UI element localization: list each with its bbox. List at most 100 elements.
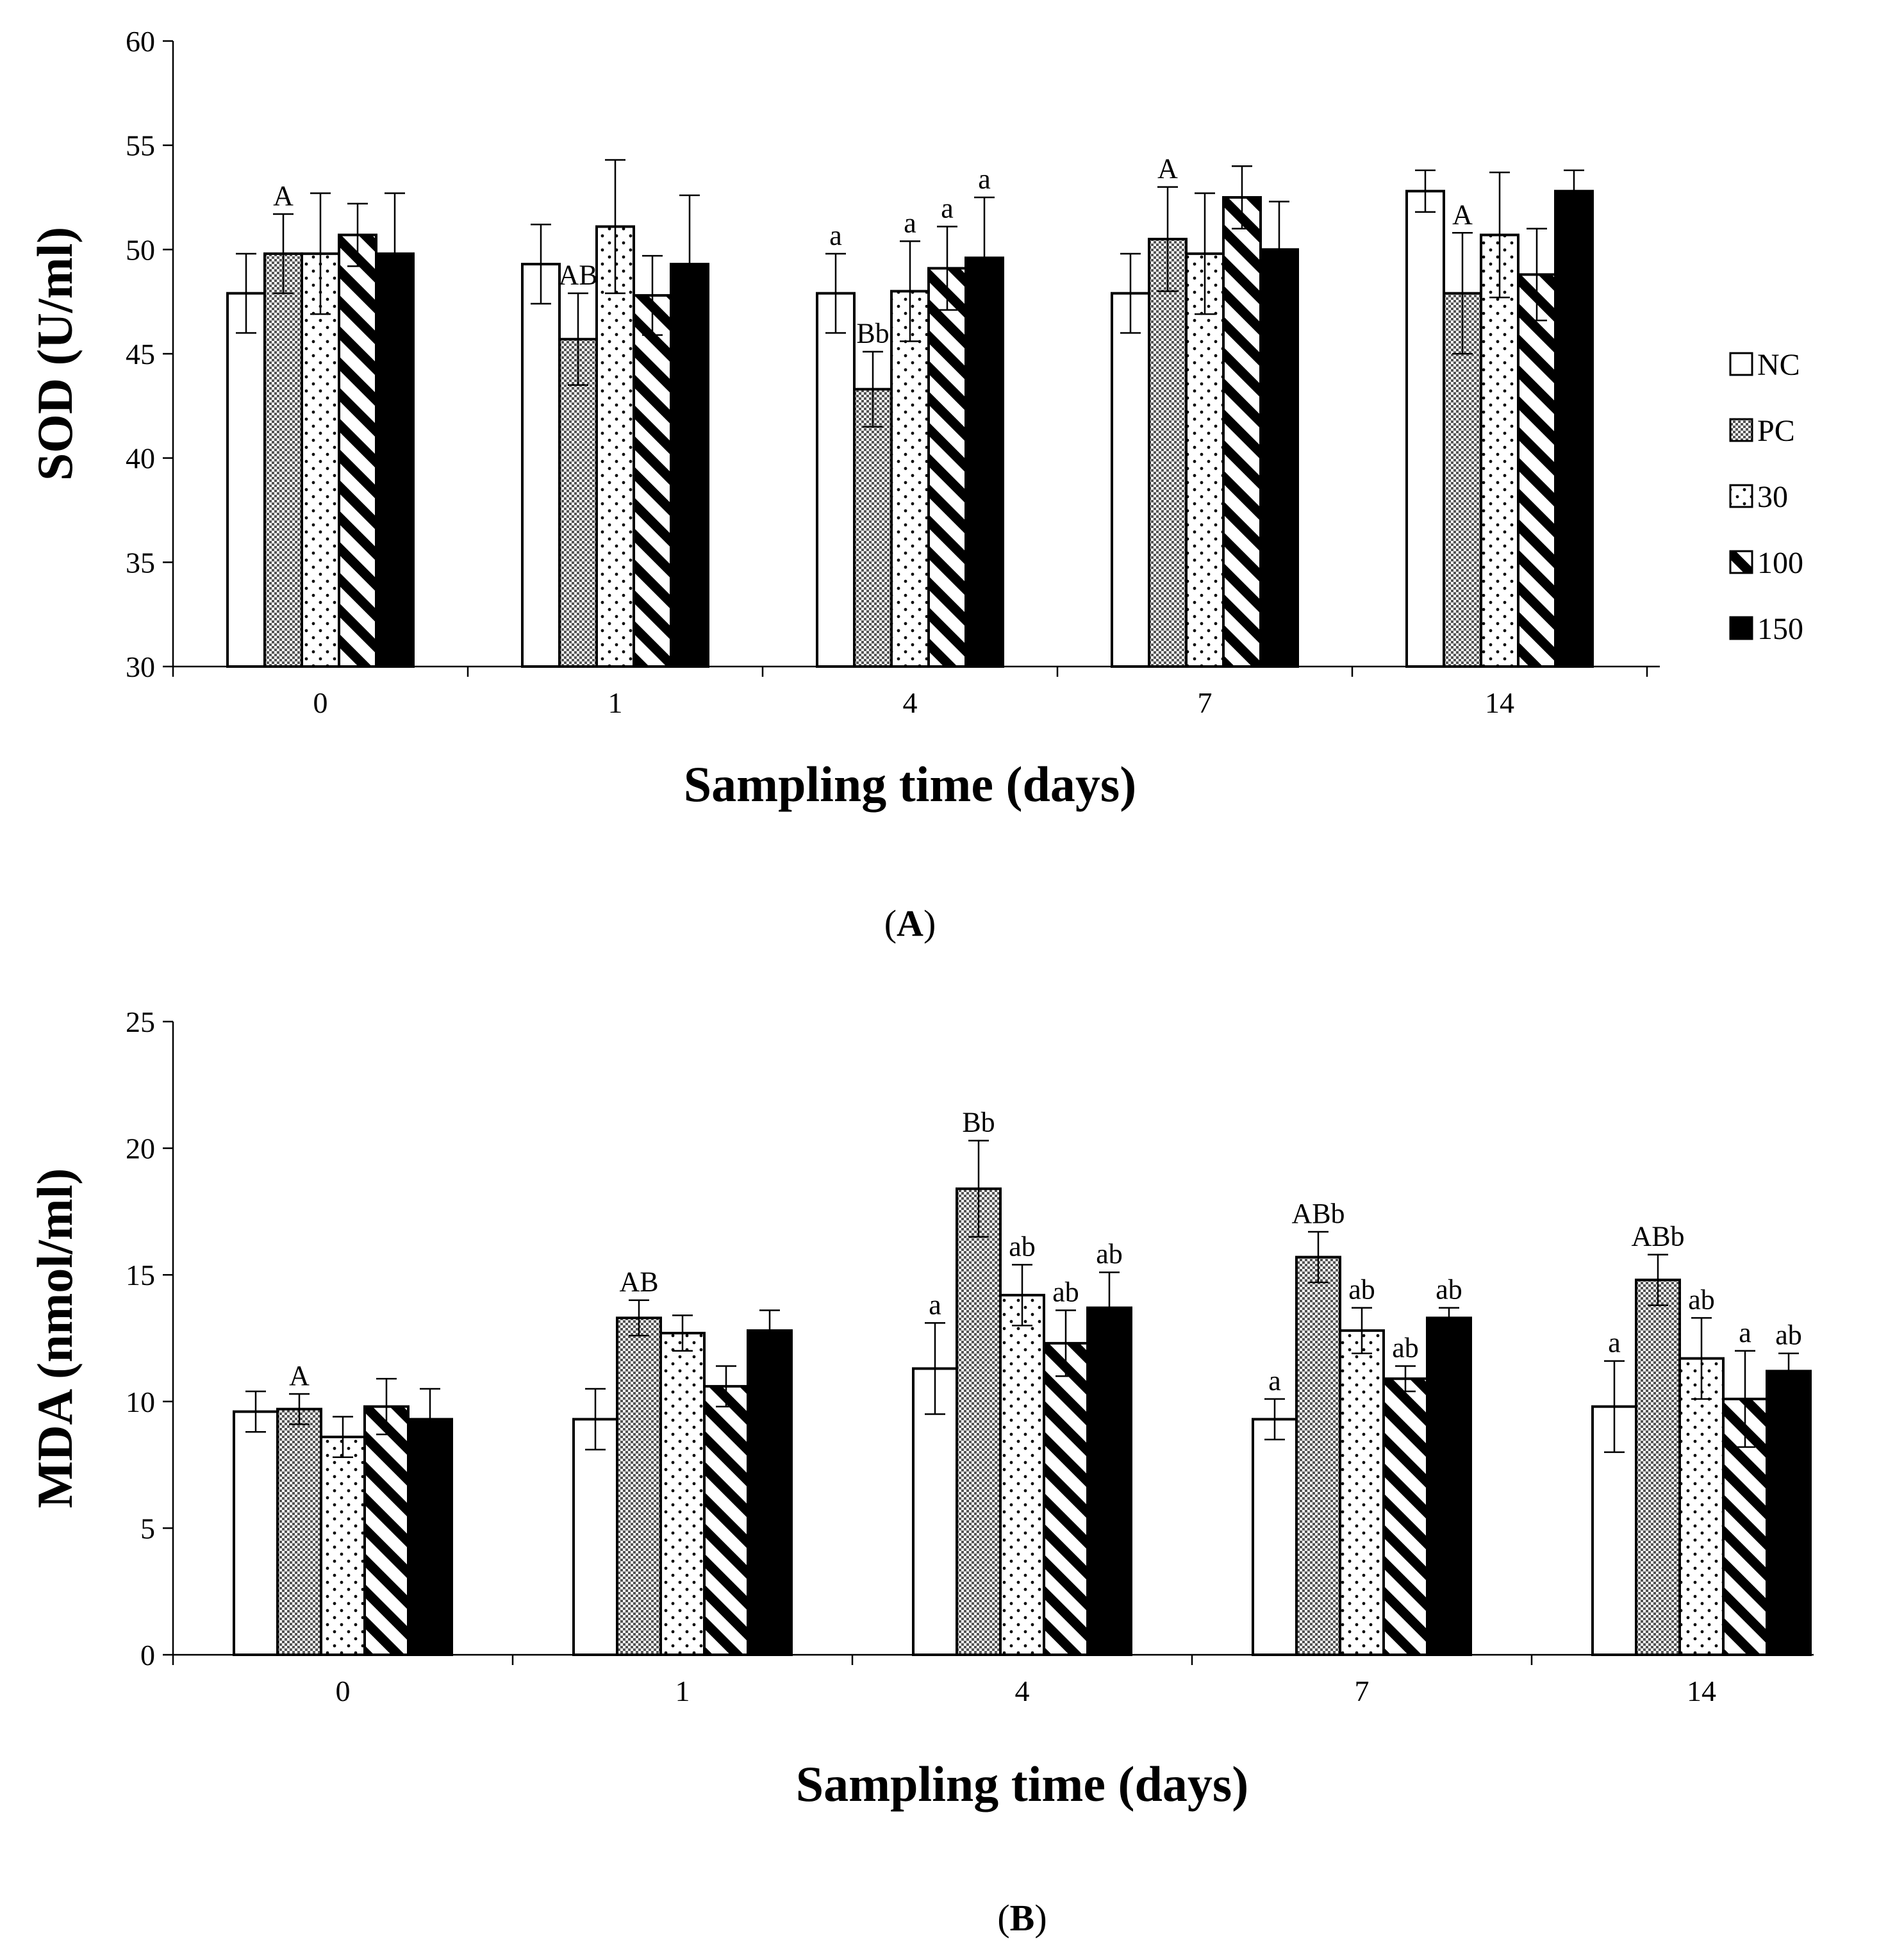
sod-y-tick-label: 30 xyxy=(126,651,155,683)
mda-y-tick-label: 25 xyxy=(126,1006,155,1038)
mda-bar-100-day-1 xyxy=(703,1385,749,1656)
mda-significance-label: ab xyxy=(1052,1277,1079,1308)
mda-significance-label: ABb xyxy=(1291,1198,1345,1229)
legend-swatch-150 xyxy=(1729,616,1753,640)
mda-error-bar xyxy=(1395,1365,1416,1393)
sod-x-tick-label: 0 xyxy=(313,686,328,719)
mda-significance-label: a xyxy=(1608,1327,1621,1359)
mda-error-bar xyxy=(1648,1254,1668,1306)
sod-error-bar xyxy=(825,253,846,334)
mda-error-bar xyxy=(1099,1271,1120,1345)
sod-bar-pc-day-4 xyxy=(853,388,893,668)
mda-bar-150-day-7 xyxy=(1426,1316,1472,1657)
legend-label-30: 30 xyxy=(1757,480,1788,514)
mda-significance-label: ab xyxy=(1348,1274,1375,1305)
sod-bar-100-day-1 xyxy=(633,294,672,668)
mda-error-bar xyxy=(585,1388,606,1451)
mda-y-axis-title: MDA (nmol/ml) xyxy=(27,1168,83,1509)
sod-error-bar xyxy=(1489,171,1510,299)
mda-significance-label: AB xyxy=(619,1266,658,1298)
mda-x-axis-title: Sampling time (days) xyxy=(796,1756,1248,1812)
sod-bar-pc-day-7 xyxy=(1148,238,1188,668)
sod-significance-label: a xyxy=(978,163,991,195)
mda-bar-150-day-4 xyxy=(1086,1306,1132,1657)
sod-error-bar xyxy=(347,203,368,267)
mda-significance-label: a xyxy=(1739,1317,1751,1348)
mda-significance-label: ab xyxy=(1009,1231,1036,1262)
sod-error-bar xyxy=(679,194,700,334)
sod-error-bar xyxy=(273,213,294,294)
sod-bar-pc-day-1 xyxy=(558,338,598,668)
mda-error-bar xyxy=(925,1322,945,1415)
mda-bar-pc-day-7 xyxy=(1295,1256,1341,1656)
mda-error-bar xyxy=(1352,1307,1372,1354)
sod-y-tick-label: 40 xyxy=(126,442,155,475)
sod-error-bar xyxy=(1157,186,1178,292)
mda-significance-label: A xyxy=(289,1360,310,1391)
sod-x-tick-label: 1 xyxy=(608,686,623,719)
legend-swatch-pc xyxy=(1729,418,1753,442)
sod-x-axis-title: Sampling time (days) xyxy=(684,756,1136,812)
sod-bar-nc-day-14 xyxy=(1405,190,1445,668)
mda-error-bar xyxy=(1055,1309,1076,1377)
sod-x-tick-label: 7 xyxy=(1198,686,1213,719)
mda-bar-150-day-1 xyxy=(747,1329,793,1657)
sod-error-bar xyxy=(974,196,995,319)
sod-bar-100-day-0 xyxy=(338,233,377,668)
sod-bar-150-day-14 xyxy=(1554,190,1594,668)
mda-error-bar xyxy=(759,1309,780,1352)
mda-significance-label: ab xyxy=(1436,1274,1462,1305)
mda-y-tick-label: 5 xyxy=(140,1512,155,1545)
sod-significance-label: A xyxy=(1452,199,1473,230)
sod-error-bar xyxy=(1195,192,1215,315)
sod-y-tick-label: 35 xyxy=(126,546,155,579)
legend-swatch-nc xyxy=(1729,352,1753,376)
legend-swatch-30 xyxy=(1729,484,1753,508)
mda-bar-pc-day-14 xyxy=(1635,1279,1681,1656)
sod-error-bar xyxy=(863,351,883,428)
sod-x-tick-label: 14 xyxy=(1485,686,1514,719)
mda-bar-30-day-4 xyxy=(999,1293,1045,1657)
mda-error-bar xyxy=(1308,1231,1329,1284)
mda-bar-30-day-7 xyxy=(1339,1329,1385,1657)
sod-error-bar xyxy=(1527,228,1547,322)
mda-significance-label: a xyxy=(1268,1365,1281,1397)
mda-error-bar xyxy=(1439,1307,1459,1329)
sod-bar-100-day-4 xyxy=(927,267,967,668)
mda-error-bar xyxy=(1735,1350,1755,1448)
mda-y-tick-label: 0 xyxy=(140,1639,155,1671)
mda-x-tick-label: 0 xyxy=(336,1675,351,1707)
sod-x-tick-label: 4 xyxy=(903,686,918,719)
sod-bar-nc-day-1 xyxy=(521,263,561,668)
mda-bar-100-day-7 xyxy=(1382,1377,1428,1656)
mda-error-bar xyxy=(289,1393,310,1425)
sod-error-bar xyxy=(642,254,663,336)
mda-bar-nc-day-1 xyxy=(572,1418,618,1657)
sod-error-bar xyxy=(310,192,331,315)
sod-error-bar xyxy=(1269,201,1289,299)
mda-x-tick-label: 7 xyxy=(1355,1675,1370,1707)
sod-significance-label: a xyxy=(829,220,842,251)
sod-bar-nc-day-7 xyxy=(1111,292,1150,668)
mda-error-bar xyxy=(376,1377,397,1436)
mda-significance-label: ab xyxy=(1775,1320,1802,1351)
mda-bar-30-day-1 xyxy=(659,1332,706,1656)
sod-error-bar xyxy=(236,253,256,334)
mda-bar-nc-day-7 xyxy=(1252,1418,1298,1657)
sod-bar-150-day-7 xyxy=(1259,248,1299,668)
sod-panel-label: (A) xyxy=(884,902,936,944)
sod-error-bar xyxy=(568,292,588,386)
mda-y-tick-label: 10 xyxy=(126,1386,155,1418)
mda-error-bar xyxy=(629,1299,649,1337)
sod-bar-nc-day-4 xyxy=(816,292,856,668)
mda-bar-150-day-14 xyxy=(1766,1370,1812,1656)
sod-error-bar xyxy=(937,226,957,311)
sod-significance-label: AB xyxy=(558,260,597,291)
mda-error-bar xyxy=(672,1314,693,1352)
sod-bar-100-day-14 xyxy=(1517,273,1557,668)
mda-bar-150-day-0 xyxy=(407,1418,453,1657)
sod-significance-label: A xyxy=(273,180,294,211)
